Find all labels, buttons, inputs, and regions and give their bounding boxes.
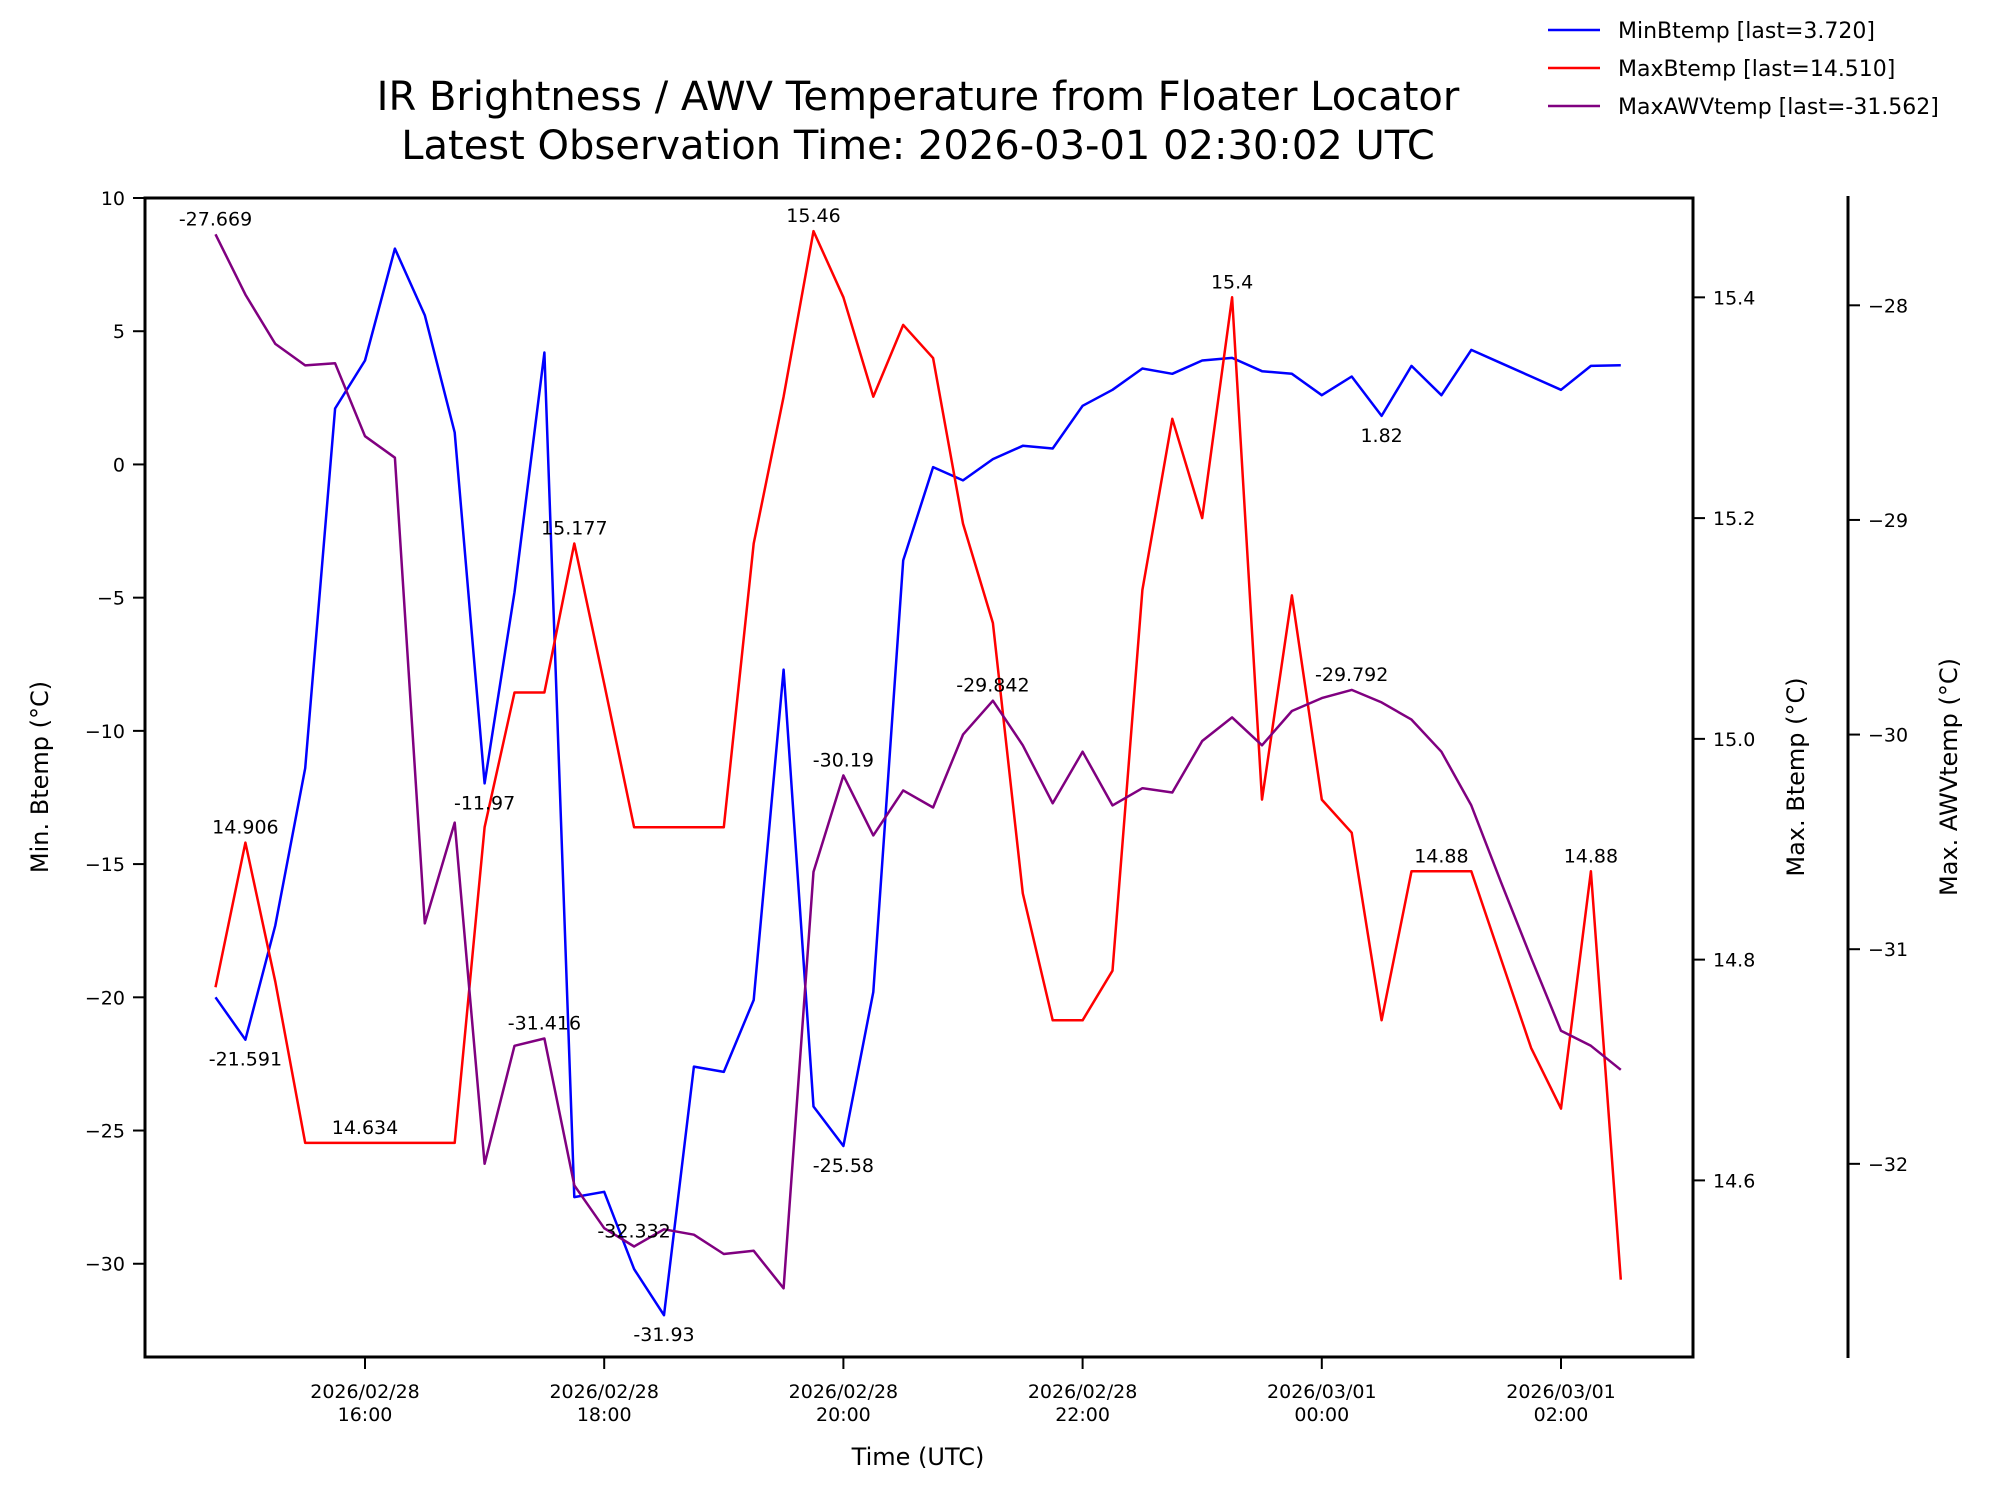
legend-entry-max-awvtemp: MaxAWVtemp [last=-31.562] (1618, 95, 1939, 120)
left-y-tick-label: 10 (101, 188, 125, 210)
left-y-tick-label: −5 (97, 588, 125, 610)
x-tick-label: 18:00 (577, 1404, 632, 1426)
left-y-tick-label: −25 (85, 1121, 125, 1143)
outer-y-tick-label: −32 (1868, 1154, 1908, 1176)
x-tick-label: 2026/03/01 (1267, 1381, 1377, 1403)
right-y-tick-label: 15.0 (1713, 729, 1755, 751)
chart-title-line-1: IR Brightness / AWV Temperature from Flo… (377, 74, 1460, 120)
left-y-tick-label: −20 (85, 987, 125, 1009)
left-y-tick-label: 5 (113, 321, 125, 343)
outer-axis-label: Max. AWVtemp (°C) (1935, 658, 1963, 896)
max-awvtemp-data-label: -29.842 (956, 675, 1029, 697)
x-tick-label: 2026/02/28 (549, 1381, 659, 1403)
right-y-tick-label: 14.8 (1713, 950, 1755, 972)
legend: MinBtemp [last=3.720] MaxBtemp [last=14.5… (1548, 19, 1939, 120)
left-axis-label: Min. Btemp (°C) (26, 681, 54, 873)
plot-frame (143, 196, 1695, 1359)
x-tick-label: 2026/03/01 (1506, 1381, 1616, 1403)
max-btemp-data-label: 15.177 (541, 517, 607, 539)
min-btemp-data-label: -31.93 (633, 1324, 694, 1346)
x-tick-label: 00:00 (1294, 1404, 1349, 1426)
legend-entry-max-btemp: MaxBtemp [last=14.510] (1618, 57, 1895, 82)
max-awvtemp-line (214, 233, 1622, 1290)
max-btemp-line (214, 229, 1623, 1280)
outer-y-tick-label: −30 (1868, 725, 1908, 747)
outer-y-tick-label: −31 (1868, 939, 1908, 961)
max-btemp-data-label: 15.4 (1211, 271, 1253, 293)
left-y-tick-label: −15 (85, 854, 125, 876)
right-y-tick-label: 15.4 (1713, 287, 1755, 309)
max-btemp-data-label: 14.906 (212, 817, 278, 839)
chart-title: IR Brightness / AWV Temperature from Flo… (377, 74, 1460, 169)
max-awvtemp-data-label: -30.19 (813, 749, 874, 771)
legend-entry-min-btemp: MinBtemp [last=3.720] (1618, 19, 1875, 44)
x-tick-label: 2026/02/28 (1028, 1381, 1138, 1403)
x-tick-label: 22:00 (1055, 1404, 1110, 1426)
outer-y-tick-label: −29 (1868, 510, 1908, 532)
max-btemp-data-label: 15.46 (786, 205, 840, 227)
max-btemp-data-label: 14.634 (332, 1117, 398, 1139)
max-awvtemp-data-label: -32.332 (597, 1220, 670, 1242)
max-awvtemp-data-label: -31.416 (508, 1012, 581, 1034)
max-awvtemp-data-label: -27.669 (179, 208, 252, 230)
left-y-tick-label: −10 (85, 721, 125, 743)
x-tick-label: 2026/02/28 (310, 1381, 420, 1403)
x-tick-label: 2026/02/28 (789, 1381, 899, 1403)
left-y-tick-label: −30 (85, 1254, 125, 1276)
x-tick-label: 20:00 (816, 1404, 871, 1426)
max-awvtemp-data-label: -29.792 (1315, 664, 1388, 686)
chart-title-line-2: Latest Observation Time: 2026-03-01 02:3… (401, 123, 1435, 169)
right-y-tick-label: 14.6 (1713, 1170, 1755, 1192)
min-btemp-data-label: -21.591 (209, 1049, 282, 1071)
min-btemp-data-label: -11.97 (454, 792, 515, 814)
x-tick-label: 02:00 (1534, 1404, 1589, 1426)
x-tick-label: 16:00 (338, 1404, 393, 1426)
x-axis-label: Time (UTC) (851, 1443, 985, 1471)
max-btemp-data-label: 14.88 (1414, 845, 1468, 867)
right-axis-label: Max. Btemp (°C) (1782, 677, 1810, 876)
right-y-tick-label: 15.2 (1713, 508, 1755, 530)
max-btemp-data-label: 14.88 (1564, 845, 1618, 867)
min-btemp-data-label: 1.82 (1360, 425, 1402, 447)
outer-y-tick-label: −28 (1868, 295, 1908, 317)
min-btemp-line (214, 247, 1621, 1317)
left-y-tick-label: 0 (113, 454, 125, 476)
min-btemp-data-label: -25.58 (813, 1155, 874, 1177)
